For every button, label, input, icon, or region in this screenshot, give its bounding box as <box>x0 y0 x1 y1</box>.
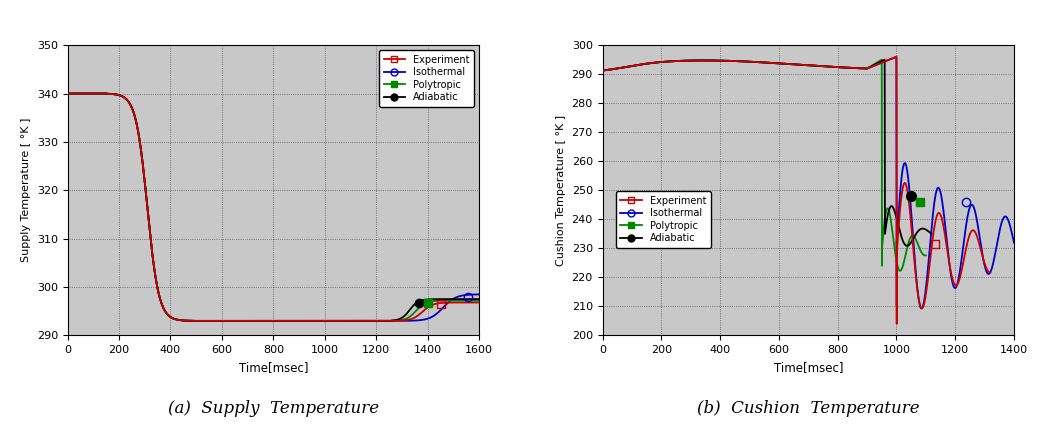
X-axis label: Time[msec]: Time[msec] <box>774 361 843 374</box>
Legend: Experiment, Isothermal, Polytropic, Adiabatic: Experiment, Isothermal, Polytropic, Adia… <box>616 191 711 248</box>
Y-axis label: Supply Temperature [ °K ]: Supply Temperature [ °K ] <box>21 118 31 262</box>
X-axis label: Time[msec]: Time[msec] <box>238 361 308 374</box>
Y-axis label: Cushion Temperature [ °K ]: Cushion Temperature [ °K ] <box>556 115 566 266</box>
Text: (b)  Cushion  Temperature: (b) Cushion Temperature <box>697 400 919 417</box>
Text: (a)  Supply  Temperature: (a) Supply Temperature <box>167 400 379 417</box>
Legend: Experiment, Isothermal, Polytropic, Adiabatic: Experiment, Isothermal, Polytropic, Adia… <box>379 50 474 107</box>
